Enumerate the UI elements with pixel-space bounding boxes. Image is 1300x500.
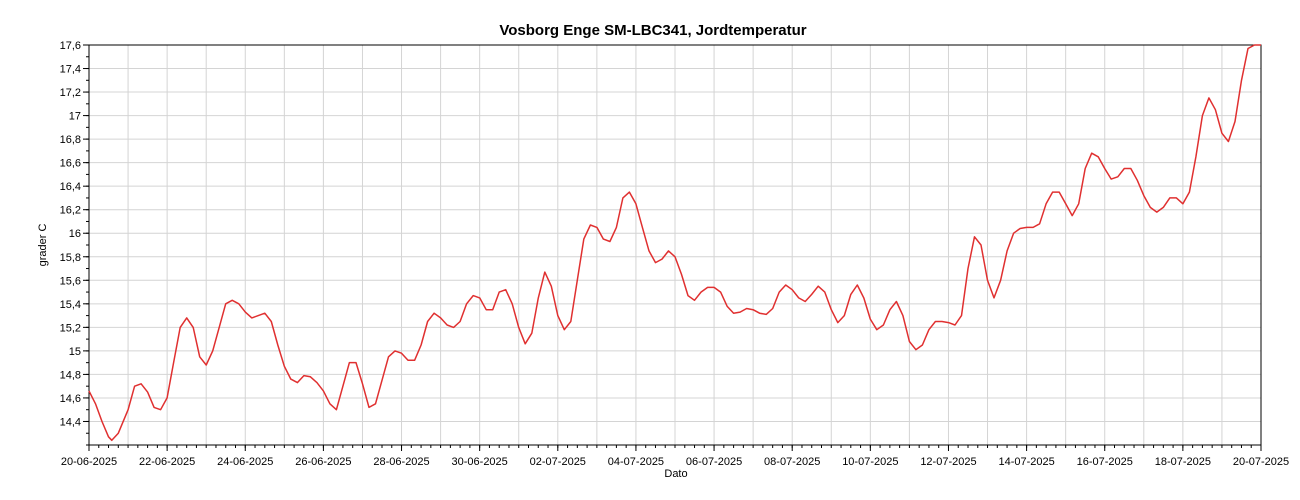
- plot-frame: [88, 44, 1262, 446]
- y-tick-label: 17,6: [60, 40, 81, 52]
- x-tick-label: 14-07-2025: [998, 456, 1054, 468]
- x-tick-label: 16-07-2025: [1077, 456, 1133, 468]
- y-tick-label: 14,4: [60, 416, 81, 428]
- y-tick-label: 16,8: [60, 134, 81, 146]
- x-tick-label: 08-07-2025: [764, 456, 820, 468]
- x-tick-label: 20-06-2025: [61, 456, 117, 468]
- x-tick-label: 04-07-2025: [608, 456, 664, 468]
- y-tick-label: 16,4: [60, 181, 81, 193]
- y-axis-label: grader C: [37, 224, 49, 267]
- y-tick-label: 15,2: [60, 322, 81, 334]
- y-tick-label: 16,6: [60, 158, 81, 170]
- x-tick-label: 28-06-2025: [373, 456, 429, 468]
- x-axis: 20-06-2025 22-06-2025 24-06-2025 26-06-2025…: [61, 445, 1289, 468]
- x-tick-label: 30-06-2025: [452, 456, 508, 468]
- series-group: [88, 44, 1261, 442]
- y-tick-label: 17,4: [60, 64, 81, 76]
- x-axis-label: Dato: [664, 468, 687, 480]
- series-line: [88, 44, 1261, 442]
- x-tick-label: 10-07-2025: [842, 456, 898, 468]
- y-tick-label: 14,8: [60, 369, 81, 381]
- x-tick-label: 12-07-2025: [920, 456, 976, 468]
- x-tick-label: 24-06-2025: [217, 456, 273, 468]
- y-tick-label: 15: [69, 346, 81, 358]
- y-tick-label: 17: [69, 111, 81, 123]
- y-tick-label: 15,4: [60, 299, 81, 311]
- x-tick-label: 20-07-2025: [1233, 456, 1289, 468]
- x-tick-label: 18-07-2025: [1155, 456, 1211, 468]
- y-tick-label: 14,6: [60, 393, 81, 405]
- y-tick-label: 16,2: [60, 205, 81, 217]
- y-tick-label: 15,6: [60, 275, 81, 287]
- x-tick-label: 26-06-2025: [295, 456, 351, 468]
- x-tick-label: 06-07-2025: [686, 456, 742, 468]
- y-tick-label: 15,8: [60, 252, 81, 264]
- y-tick-label: 17,2: [60, 87, 81, 99]
- y-tick-label: 16: [69, 228, 81, 240]
- x-tick-label: 22-06-2025: [139, 456, 195, 468]
- chart-title: Vosborg Enge SM-LBC341, Jordtemperatur: [499, 22, 806, 39]
- x-tick-label: 02-07-2025: [530, 456, 586, 468]
- grid: [88, 44, 1262, 445]
- y-axis: 14,4 14,6 14,8 15 15,2 15,4 15,6 15,8 16 16,2 16,4…: [60, 40, 89, 446]
